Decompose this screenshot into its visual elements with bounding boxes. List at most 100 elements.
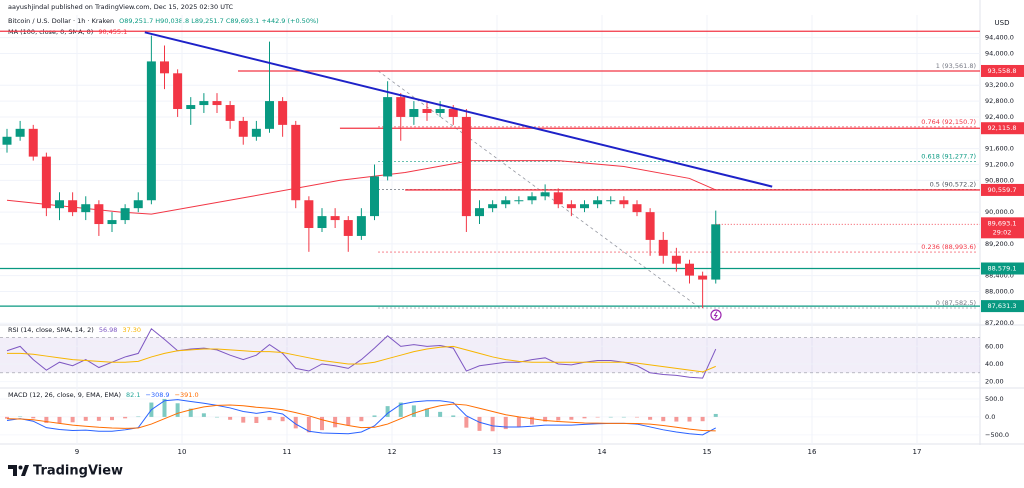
candle-body (383, 97, 393, 177)
histogram-bar (333, 416, 338, 428)
candle-body (658, 239, 668, 256)
candle-body (422, 109, 432, 113)
x-tick-label: 12 (388, 448, 397, 456)
histogram-bar (503, 416, 508, 430)
candle-body (566, 204, 576, 209)
y-tick-label: 94,000.0 (985, 49, 1014, 57)
candle-body (619, 200, 629, 205)
x-tick-label: 9 (75, 448, 79, 456)
histogram-bar (398, 402, 403, 417)
candle-body (330, 216, 340, 221)
level-label: 87,631.3 (988, 302, 1017, 310)
candle-body (199, 101, 209, 106)
histogram-bar (110, 416, 114, 421)
last-price-badge (981, 217, 1024, 239)
candle-body (461, 116, 471, 217)
candle-body (55, 200, 64, 209)
y-tick-label: 40.00 (985, 360, 1004, 368)
candle-body (553, 192, 563, 205)
histogram-bar (57, 416, 62, 423)
candle-body (278, 101, 288, 125)
histogram-bar (411, 405, 416, 417)
histogram-bar (543, 416, 548, 422)
histogram-bar (44, 416, 49, 423)
candle-body (448, 109, 458, 117)
readout: 37.30 (122, 326, 141, 334)
fib-label: 0 (87,582.5) (936, 299, 976, 307)
candle-body (317, 216, 327, 229)
y-tick-label: 500.0 (985, 395, 1004, 403)
candle-body (370, 176, 379, 217)
rsi-band (0, 337, 980, 373)
histogram-bar (31, 416, 36, 419)
brand-name: TradingView (33, 464, 123, 479)
level-label: 90,559.7 (988, 186, 1017, 194)
histogram-bar (661, 416, 666, 422)
histogram-bar (516, 416, 521, 427)
candle-body (514, 200, 524, 202)
histogram-bar (490, 416, 495, 432)
histogram-bar (635, 416, 639, 418)
level-badge (981, 183, 1024, 196)
histogram-bar (96, 416, 101, 421)
x-tick-label: 15 (703, 448, 712, 456)
candle-body (356, 216, 366, 236)
candle-body (81, 204, 91, 213)
histogram-bar (241, 416, 246, 423)
candle-body (291, 124, 301, 201)
ohlc: O89,251.7 H90,038.8 L89,251.7 C89,693.1 … (119, 17, 319, 25)
candle-body (238, 120, 248, 137)
candle-body (475, 208, 484, 217)
candle-body (41, 156, 51, 209)
level-badge (981, 300, 1024, 313)
trendline (144, 31, 773, 188)
macd-line (6, 403, 716, 432)
histogram-bar (215, 416, 219, 418)
candle-body (251, 128, 261, 137)
publisher: aayushjindal published on TradingView.co… (8, 3, 234, 11)
x-tick-label: 14 (598, 448, 607, 456)
level-label: 88,579.1 (988, 265, 1017, 273)
candle-body (28, 128, 38, 157)
rsi-line (6, 327, 717, 379)
histogram-bar (306, 416, 311, 433)
histogram-bar (359, 416, 364, 422)
last-price-label: 89,693.1 (988, 219, 1017, 227)
histogram-bar (372, 415, 377, 417)
level-label: 93,558.8 (988, 67, 1017, 75)
y-tick-label: 87,200.0 (985, 319, 1014, 327)
ma-label: MA (100, close, 0, SMA, 0) (8, 28, 93, 36)
readout: 56.98 (99, 326, 118, 334)
y-tick-label: 88,400.0 (985, 272, 1014, 280)
y-tick-label: 20.00 (985, 378, 1004, 386)
readout: −391.0 (175, 391, 199, 399)
fib-label: 0.236 (88,993.6) (921, 243, 976, 251)
level-badge (981, 122, 1024, 135)
histogram-bar (201, 413, 206, 417)
histogram-bar (18, 416, 23, 418)
y-tick-label: 91,600.0 (985, 145, 1014, 153)
candle-body (632, 204, 642, 213)
countdown: 29:02 (993, 228, 1012, 236)
histogram-bar (700, 416, 705, 422)
y-tick-label: 0.0 (985, 413, 995, 421)
histogram-bar (608, 416, 613, 418)
candle-body (409, 109, 419, 117)
histogram-bar (451, 415, 456, 417)
y-tick-label: 91,200.0 (985, 161, 1014, 169)
histogram-bar (162, 398, 167, 417)
histogram-bar (464, 416, 469, 428)
candle-body (645, 212, 655, 240)
histogram-bar (582, 416, 587, 419)
candle-body (671, 255, 681, 264)
histogram-bar (438, 411, 443, 417)
histogram-bar (5, 416, 9, 419)
candle-body (94, 204, 104, 225)
histogram-bar (648, 416, 653, 420)
candle-body (212, 101, 222, 106)
ma-value: 90,455.1 (98, 28, 127, 36)
y-tick-label: −500.0 (985, 431, 1009, 439)
candle-body (396, 97, 406, 117)
histogram-bar (254, 416, 259, 423)
